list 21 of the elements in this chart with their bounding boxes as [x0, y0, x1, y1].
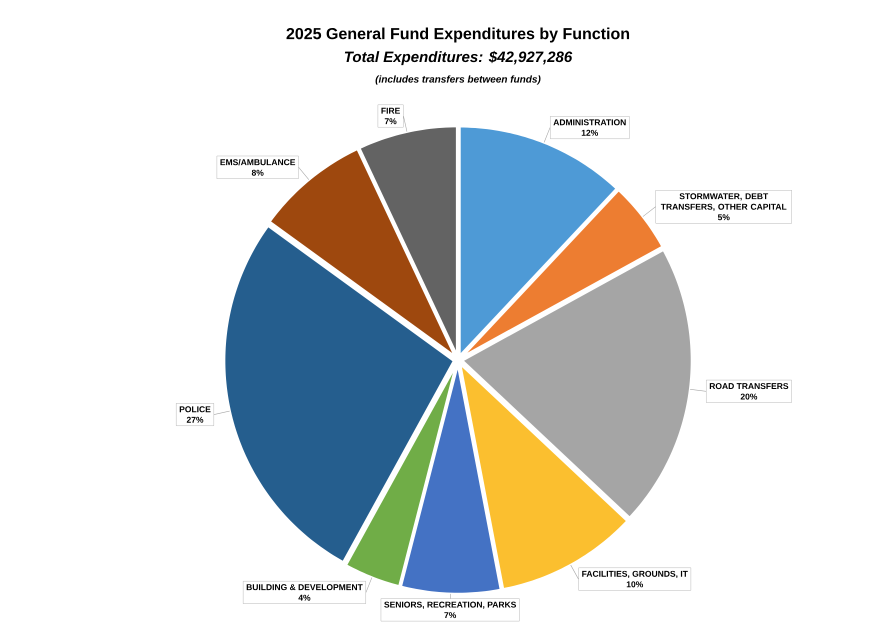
data-label: 5%: [718, 214, 730, 220]
chart-title: 2025 General Fund Expenditures by Function: [286, 28, 630, 42]
text: (includes transfers between funds): [376, 75, 540, 85]
slice-label: FIRE: [381, 108, 400, 114]
data-label: 7%: [384, 118, 397, 124]
data-label: 4%: [298, 594, 310, 601]
slice-label: BUILDING & DEVELOPMENT: [246, 584, 363, 590]
chart-subtitle: Total Expenditures: $42,927,286: [344, 50, 572, 66]
slice-label: POLICE: [180, 406, 210, 412]
data-label: 12%: [582, 130, 598, 136]
data-label: 7%: [444, 612, 456, 618]
slice-label: STORMWATER, DEBT TRANSFERS, OTHER CAPITAL: [660, 193, 786, 211]
slice-label: SENIORS, RECREATION, PARKS: [384, 602, 516, 609]
slice-label: ADMINISTRATION: [553, 119, 626, 126]
data-label: 10%: [626, 581, 644, 588]
data-label: 20%: [740, 394, 758, 400]
slice-label: EMS/AMBULANCE: [220, 158, 296, 166]
slice-label: FACILITIES, GROUNDS, IT: [582, 570, 688, 578]
data-label: 27%: [186, 416, 204, 423]
slice-label: ROAD TRANSFERS: [710, 383, 788, 390]
data-label: 8%: [252, 170, 264, 176]
